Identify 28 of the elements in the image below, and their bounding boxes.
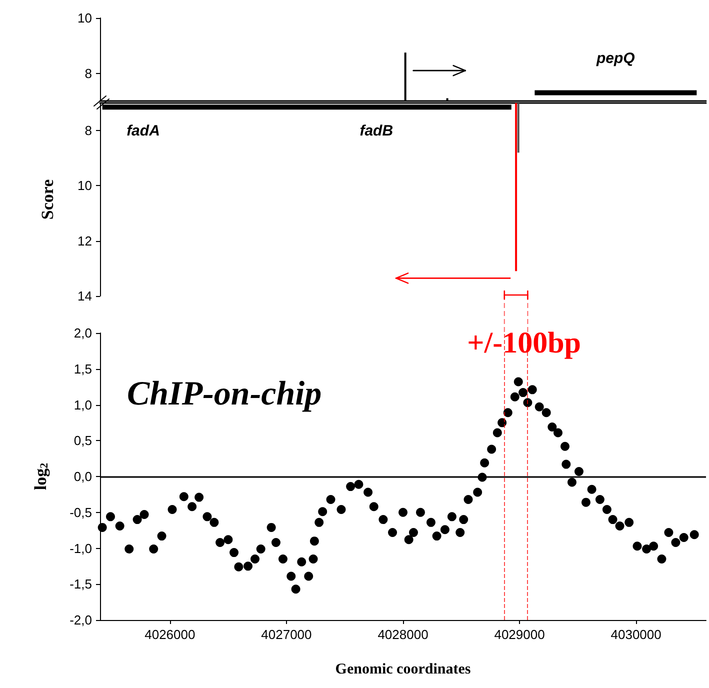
y-tick-label: 10 — [78, 10, 92, 26]
x-axis-title: Genomic coordinates — [335, 662, 471, 678]
y-tick-label: 0,0 — [74, 469, 92, 484]
text: ChIP-on-chip — [127, 376, 322, 412]
y-tick-label: 10 — [78, 178, 92, 194]
y-tick-label: 2,0 — [74, 326, 92, 340]
x-tick-label: 4027000 — [261, 627, 312, 642]
y-tick-label: 0,5 — [74, 433, 92, 448]
y-tick-label: 1,0 — [74, 397, 92, 412]
annotation: fadB — [360, 122, 394, 140]
annotation: +/-100bp — [467, 326, 581, 360]
y-tick-label: -1,5 — [70, 576, 92, 592]
y-axis-title: log2 — [31, 462, 50, 490]
y-axis-title: Score — [38, 178, 57, 220]
y-tick-label: -0,5 — [70, 504, 92, 520]
y-tick-label: 8 — [84, 66, 92, 81]
annotation: fadA — [126, 122, 160, 140]
x-tick-label: 4028000 — [378, 627, 428, 642]
y-tick-label: 8 — [84, 123, 92, 138]
y-tick-label: 12 — [78, 233, 92, 248]
y-tick-label: -1,0 — [70, 540, 92, 556]
annotation: pepQ — [596, 50, 636, 68]
y-tick-label: 1,5 — [74, 361, 92, 376]
y-tick-label: -2,0 — [70, 612, 92, 628]
x-tick-label: 4026000 — [144, 627, 196, 642]
x-tick-label: 4030000 — [610, 627, 662, 642]
x-tick-label: 4029000 — [494, 627, 545, 642]
y-tick-label: 14 — [78, 288, 92, 304]
